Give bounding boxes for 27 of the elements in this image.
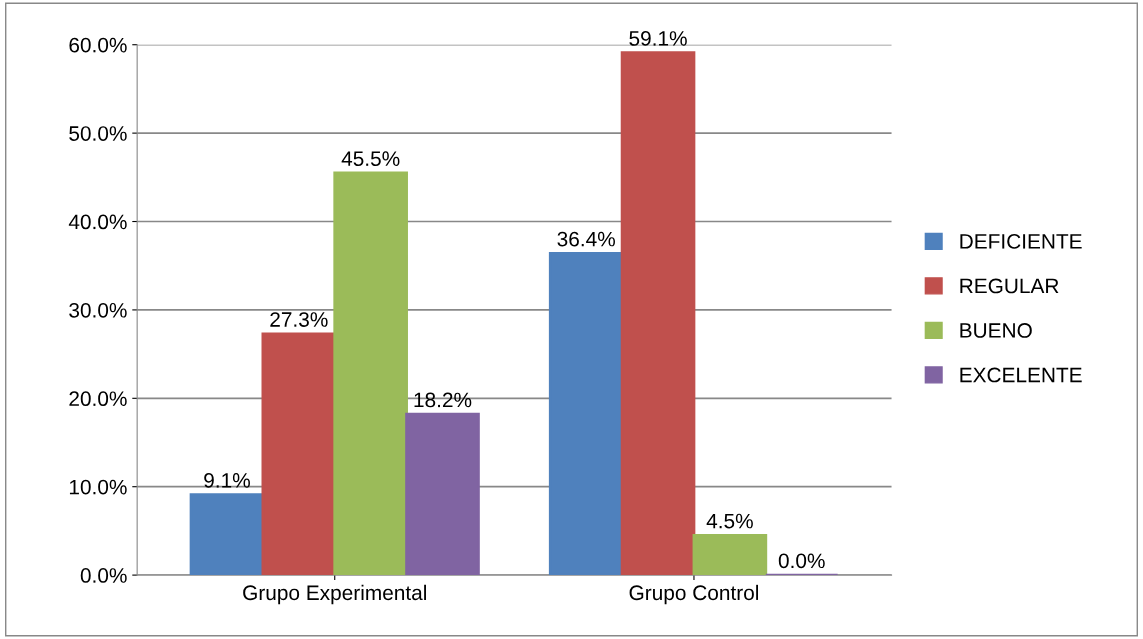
- bar: [620, 51, 696, 576]
- legend-label: BUENO: [960, 323, 1032, 338]
- data-label: 18.2%: [414, 392, 472, 408]
- data-label: 45.5%: [341, 151, 400, 167]
- y-tick-label: 0.0%: [80, 568, 127, 583]
- data-label: 36.4%: [557, 231, 615, 247]
- y-tick-label: 20.0%: [69, 391, 127, 407]
- y-tick-label: 30.0%: [69, 302, 127, 318]
- bar: [692, 533, 768, 576]
- x-tick-label: Grupo Experimental: [243, 584, 426, 605]
- data-label: 0.0%: [778, 553, 825, 569]
- bar: [189, 493, 265, 576]
- bar: [548, 251, 624, 576]
- legend-label: DEFICIENTE: [960, 234, 1082, 249]
- data-label: 4.5%: [706, 513, 753, 529]
- y-tick-label: 60.0%: [69, 37, 127, 53]
- bar: [405, 412, 480, 576]
- x-tick-label: Grupo Control: [629, 584, 758, 605]
- legend-label: REGULAR: [960, 278, 1059, 294]
- data-label: 59.1%: [629, 31, 687, 46]
- data-label: 27.3%: [270, 312, 328, 327]
- y-tick-label: 50.0%: [69, 126, 127, 141]
- y-tick-label: 10.0%: [69, 479, 127, 495]
- data-label: 9.1%: [204, 473, 250, 488]
- bar: [333, 171, 408, 576]
- y-tick-label: 40.0%: [68, 214, 127, 230]
- legend-label: EXCELENTE: [960, 367, 1082, 383]
